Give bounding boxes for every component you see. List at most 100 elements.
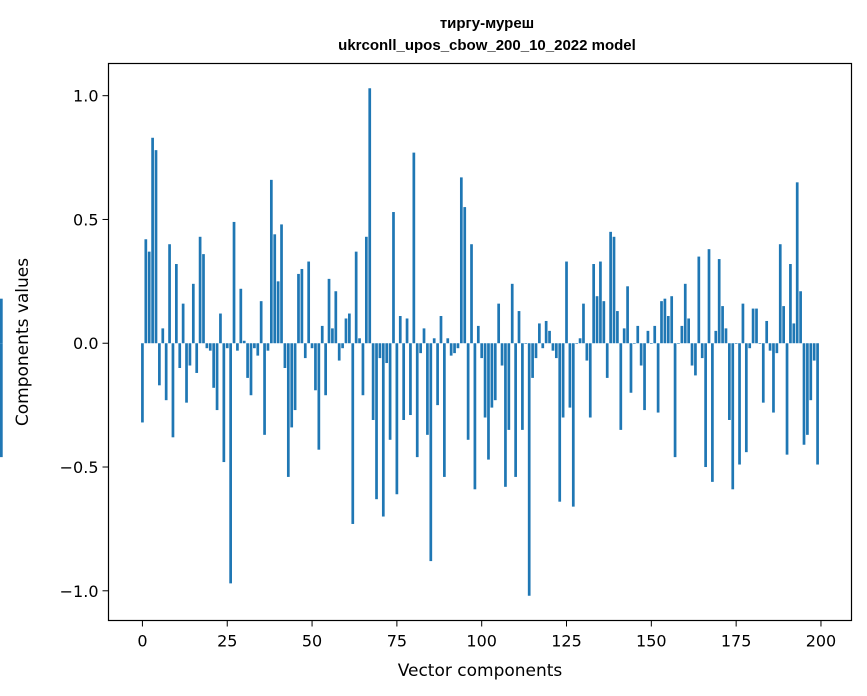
bar-155	[666, 316, 670, 344]
chart-subtitle: ukrconll_upos_cbow_200_10_2022 model	[338, 37, 636, 54]
bar-129	[578, 338, 582, 344]
bar-97	[470, 244, 473, 344]
bar-113	[524, 343, 528, 344]
bar-69	[375, 343, 378, 500]
y-tick-label: 1.0	[73, 87, 98, 106]
bar-107	[504, 343, 507, 487]
bar-11	[178, 343, 182, 368]
bar-95	[463, 207, 467, 344]
bar-2	[147, 251, 151, 344]
bar-184	[765, 320, 769, 344]
bar-127	[571, 343, 575, 507]
bar-72	[385, 343, 389, 364]
bar-1	[144, 239, 148, 344]
bar-70	[378, 343, 382, 359]
bar-133	[592, 264, 596, 344]
bar-57	[334, 291, 338, 344]
bar-89	[443, 343, 446, 477]
bar-49	[307, 261, 311, 344]
bar-101	[483, 343, 487, 418]
bar-115	[531, 343, 534, 378]
bar-24	[222, 343, 226, 463]
bar-162	[690, 343, 694, 366]
bar-47	[300, 268, 304, 344]
bar-102	[487, 343, 490, 460]
bar-73	[388, 343, 392, 440]
bar-152	[656, 343, 660, 413]
bar-190	[785, 343, 789, 455]
bar-68	[371, 343, 375, 420]
bar-175	[734, 343, 738, 344]
bar-150	[649, 343, 653, 344]
bar-173	[728, 343, 731, 420]
bar-176	[738, 343, 741, 465]
bar-63	[354, 251, 358, 344]
x-axis-ticks: 0 25 50 75 100 125 150 175 200	[137, 620, 837, 651]
bar-96	[466, 343, 470, 440]
bar-90	[446, 338, 450, 344]
bar-131	[585, 343, 589, 361]
bar-179	[748, 343, 752, 349]
bar-91	[449, 343, 453, 356]
bar-43	[286, 343, 290, 477]
bar-141	[619, 343, 623, 430]
bar-140	[616, 311, 619, 344]
bar-180	[751, 308, 755, 344]
bar-185	[768, 343, 772, 351]
bar-196	[806, 343, 809, 435]
y-tick-label: 0.0	[73, 334, 98, 353]
bar-25	[225, 343, 229, 349]
bar-54	[324, 343, 327, 396]
bar-86	[432, 338, 436, 344]
x-tick-label: 75	[387, 632, 407, 651]
bar-128	[575, 343, 579, 344]
bar-142	[622, 328, 626, 344]
bar-37	[266, 343, 270, 351]
bar-51	[314, 343, 317, 391]
x-tick-label: 25	[217, 632, 237, 651]
bar-64	[358, 338, 361, 344]
y-axis-ticks: −1.0 −0.5 0.0 0.5 1.0	[60, 87, 109, 601]
bar-122	[554, 343, 558, 359]
x-tick-label: 100	[466, 632, 497, 651]
bar-168	[711, 343, 714, 482]
bar-165	[700, 343, 704, 359]
bar-160	[683, 283, 687, 344]
bar-98	[473, 343, 477, 490]
bar-130	[582, 303, 585, 344]
bar-144	[629, 343, 633, 393]
bar-178	[744, 343, 748, 453]
bar-71	[381, 343, 385, 517]
bar-120	[548, 330, 551, 344]
bar-61	[348, 313, 351, 344]
bar-6	[161, 328, 165, 344]
bar-154	[663, 298, 667, 344]
bar-34	[256, 343, 260, 356]
bar-74	[392, 212, 395, 344]
bar-3	[151, 137, 154, 344]
bars-group	[0, 88, 819, 596]
bar-44	[290, 343, 294, 428]
bar-30	[242, 340, 246, 344]
bar-125	[565, 261, 568, 344]
x-tick-label: 200	[806, 632, 837, 651]
bar-153	[660, 301, 663, 344]
bar-161	[687, 318, 690, 344]
bar-67	[368, 88, 372, 344]
y-tick-label: −1.0	[60, 582, 99, 601]
bar-117	[538, 323, 541, 344]
bar-80	[412, 152, 416, 344]
bar-197	[809, 343, 813, 401]
bar-186	[772, 343, 775, 413]
bar-59	[341, 343, 344, 349]
bar-195	[802, 343, 806, 445]
bar-93	[456, 343, 460, 349]
bar-36	[263, 343, 266, 435]
bar-181	[755, 308, 758, 344]
bar-35	[259, 301, 263, 344]
bar-100	[480, 343, 484, 359]
bar-109	[510, 283, 514, 344]
bar-118	[541, 343, 545, 349]
bar-29	[239, 288, 243, 344]
bar-20	[208, 343, 212, 351]
